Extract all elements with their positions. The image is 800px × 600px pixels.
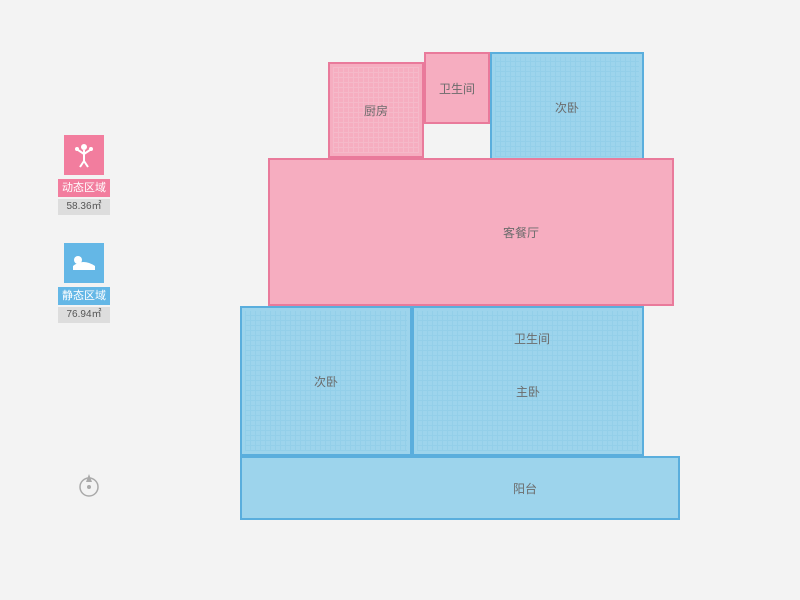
legend-dynamic-value: 58.36㎡ (58, 199, 110, 215)
room-living: 客餐厅 (268, 158, 674, 306)
room-bed2left: 次卧 (240, 306, 412, 456)
legend-item-dynamic: 动态区域 58.36㎡ (58, 135, 110, 215)
room-label: 阳台 (513, 480, 537, 497)
room-bed2top: 次卧 (490, 52, 644, 162)
room-bath1: 卫生间 (424, 52, 490, 124)
legend-item-static: 静态区域 76.94㎡ (58, 243, 110, 323)
bed-icon (64, 243, 104, 283)
room-label: 客餐厅 (503, 224, 539, 241)
room-label: 次卧 (555, 99, 579, 116)
room-label: 卫生间 (439, 80, 475, 97)
room-label: 卫生间 (514, 330, 550, 347)
room-balcony: 阳台 (240, 456, 680, 520)
floorplan: 厨房卫生间次卧客餐厅次卧卫生间主卧阳台 (240, 52, 680, 572)
room-kitchen: 厨房 (328, 62, 424, 158)
room-label: 厨房 (364, 102, 388, 119)
room-label: 主卧 (516, 383, 540, 400)
legend-static-label: 静态区域 (58, 287, 110, 305)
legend-panel: 动态区域 58.36㎡ 静态区域 76.94㎡ (58, 135, 110, 351)
people-icon (64, 135, 104, 175)
legend-static-value: 76.94㎡ (58, 307, 110, 323)
room-master: 主卧 (412, 306, 644, 456)
room-label: 次卧 (314, 373, 338, 390)
legend-dynamic-label: 动态区域 (58, 179, 110, 197)
compass-icon (76, 472, 102, 498)
